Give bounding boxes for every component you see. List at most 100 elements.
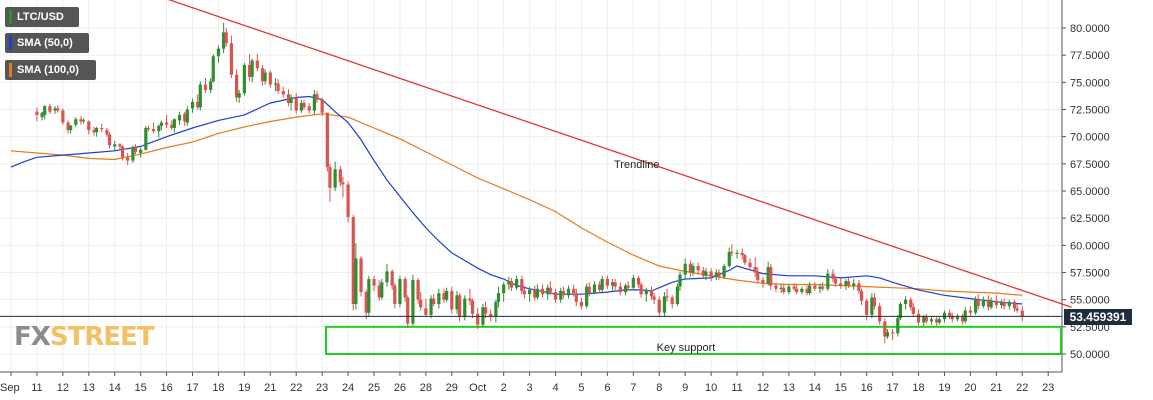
candle-body [429,298,433,315]
candle-body [346,184,350,218]
x-tick-label: 12 [57,382,69,394]
x-tick-label: 14 [109,382,121,394]
candle-body [289,97,293,103]
candle-body [367,279,371,313]
candle-body [411,280,415,324]
candle-body [315,94,319,100]
candle-body [432,298,436,305]
candle-body [948,312,952,316]
x-tick-label: 18 [212,382,224,394]
trendline-label: Trendline [614,159,659,171]
candle-body [1020,310,1024,316]
candle-body [559,290,563,300]
candle-body [753,267,757,273]
candle-body [585,286,589,307]
sma100-line [10,113,1023,296]
x-tick-label: 19 [238,382,250,394]
candle-body [61,110,65,123]
candle-body [328,167,332,188]
fxstreet-logo: FXSTREET [14,322,155,352]
candle-body [548,287,552,293]
y-tick-label: 60.0000 [1070,240,1110,252]
x-tick-label: 11 [731,382,742,394]
candle-body [1015,308,1019,311]
candle-body [406,297,410,324]
candle-body [56,108,60,111]
key-support-label: Key support [657,342,716,354]
x-tick-label: 17 [886,382,898,394]
candle-body [74,119,78,125]
candle-body [727,251,731,266]
candle-body [302,102,306,108]
candle-body [1002,301,1006,307]
candle-body [540,288,545,295]
candle-body [859,290,864,301]
candle-body [610,282,615,286]
candle-body [976,299,980,307]
candle-body [276,83,280,92]
candle-body [69,125,73,131]
candle-body [839,283,843,286]
candle-body [442,293,446,300]
candle-body [929,319,934,322]
key-support-zone [325,325,1062,356]
candle-body [424,308,428,315]
candle-body [579,301,584,307]
candle-body [87,121,91,131]
x-tick-label: 13 [783,382,795,394]
candle-body [522,290,527,295]
candle-body [896,318,900,334]
candle-body [489,313,493,316]
candle-body [779,287,783,289]
candle-body [183,113,187,122]
sma50-line [10,95,1023,305]
candle-body [496,293,501,302]
y-tick-label: 62.5000 [1070,213,1110,225]
candle-body [203,84,208,90]
candle-body [455,295,459,310]
candle-body [756,272,760,281]
candle-body [79,119,83,122]
candle-body [831,273,835,280]
candle-body [403,279,407,298]
sma50-swatch [9,36,12,50]
candle-body [722,265,726,277]
candle-body [307,106,311,111]
ticker-label[interactable]: LTC/USD [5,7,79,27]
legend-sma100[interactable]: SMA (100,0) [5,60,96,80]
candle-body [338,169,342,183]
last-price-tag: 53.459391 [1064,309,1132,325]
candle-body [211,56,215,82]
candle-body [883,321,887,337]
candle-body [709,271,713,277]
candle-body [740,252,744,256]
candle-body [795,288,799,293]
candle-body [185,109,189,123]
x-tick-label: 12 [757,382,769,394]
sma100-swatch [9,63,12,77]
candle-body [701,270,705,276]
candle-body [553,292,558,300]
candle-body [644,289,648,295]
candle-body [618,286,622,293]
x-tick-label: 22 [1016,382,1028,394]
candle-body [320,99,324,113]
x-tick-label: 18 [912,382,924,394]
legend-sma50[interactable]: SMA (50,0) [5,33,89,53]
candle-body [520,279,524,291]
candle-body [865,300,869,315]
candle-body [766,267,770,284]
candle-body [216,48,221,57]
candle-body [826,273,830,289]
candle-body [735,252,739,254]
candle-body [924,317,928,322]
candle-body [359,258,363,293]
y-tick-label: 70.0000 [1070,132,1110,144]
candle-body [1007,301,1011,307]
x-tick-label: 6 [604,382,610,394]
candle-body [237,93,241,98]
candle-body [937,319,941,323]
candle-body [43,106,47,115]
candle-body [286,94,291,103]
